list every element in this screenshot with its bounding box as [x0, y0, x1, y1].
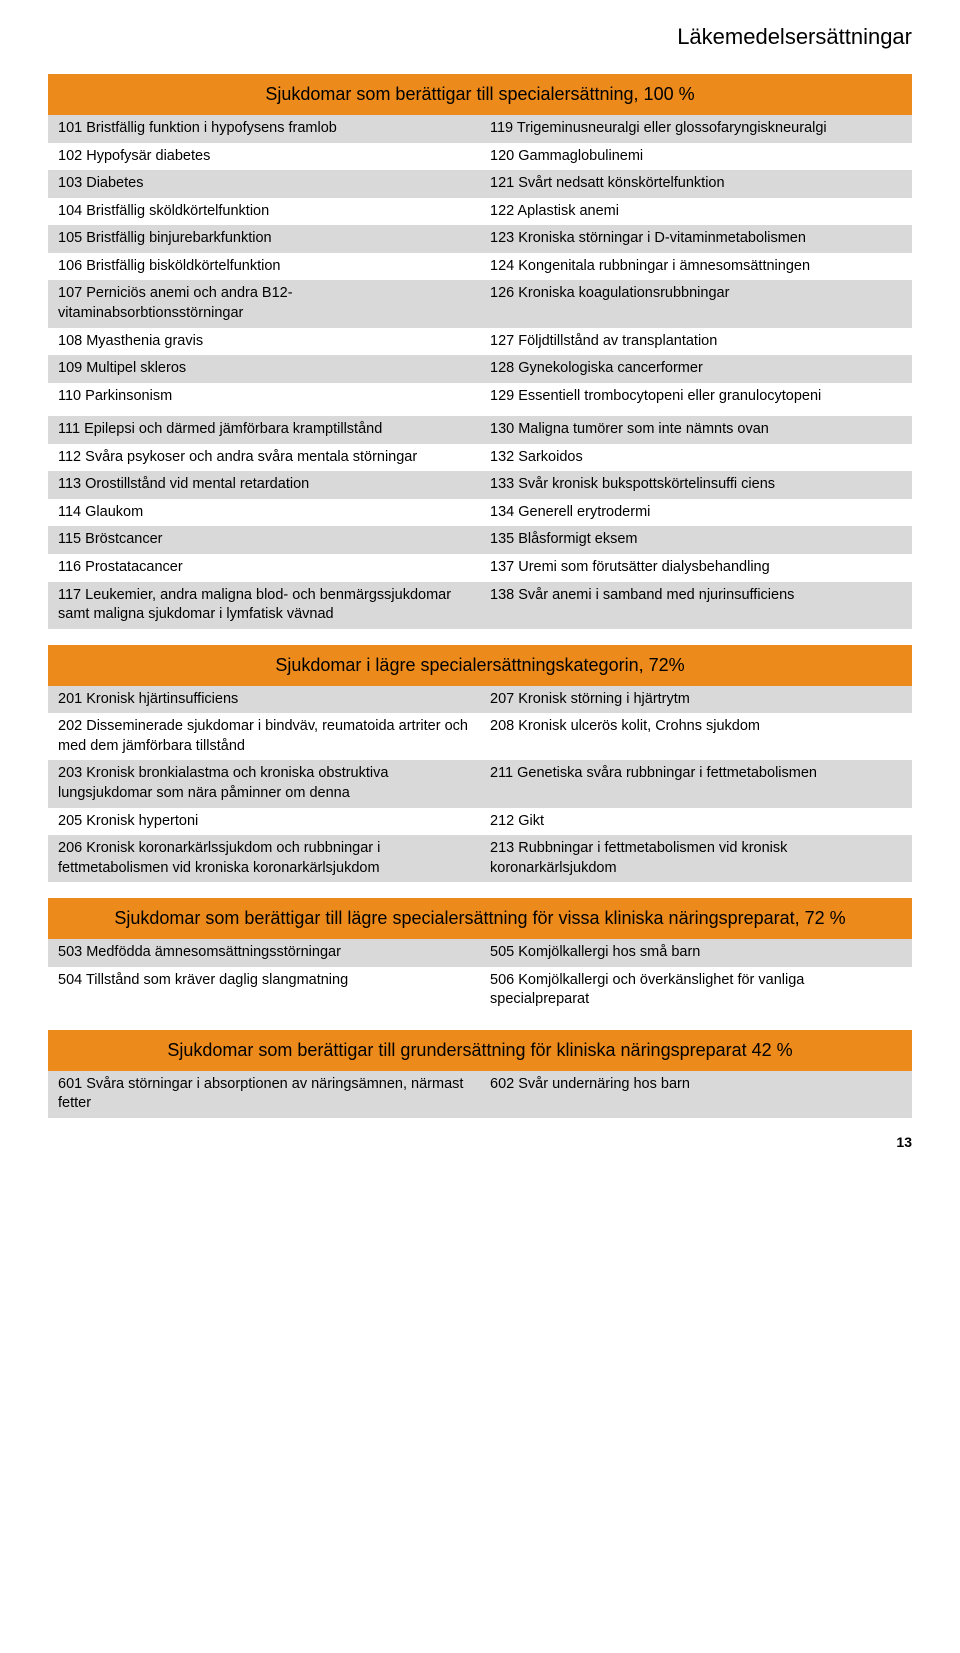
cell: 506 Komjölkallergi och överkänslighet fö…	[480, 967, 912, 1014]
cell: 121 Svårt nedsatt könskörtelfunktion	[480, 170, 912, 198]
cell: 505 Komjölkallergi hos små barn	[480, 939, 912, 967]
cell: 206 Kronisk koronarkärlssjukdom och rubb…	[48, 835, 480, 882]
cell: 124 Kongenitala rubbningar i ämnesomsätt…	[480, 253, 912, 281]
cell: 105 Bristfällig binjurebarkfunktion	[48, 225, 480, 253]
cell: 213 Rubbningar i fettmetabolismen vid kr…	[480, 835, 912, 882]
cell: 104 Bristfällig sköldkörtelfunktion	[48, 198, 480, 226]
cell: 134 Generell erytrodermi	[480, 499, 912, 527]
cell: 116 Prostatacancer	[48, 554, 480, 582]
table-special-72: Sjukdomar i lägre specialersättningskate…	[48, 645, 912, 883]
cell: 102 Hypofysär diabetes	[48, 143, 480, 171]
cell: 202 Disseminerade sjukdomar i bindväv, r…	[48, 713, 480, 760]
cell: 110 Parkinsonism	[48, 383, 480, 411]
cell: 119 Trigeminusneuralgi eller glossofaryn…	[480, 115, 912, 143]
cell: 208 Kronisk ulcerös kolit, Crohns sjukdo…	[480, 713, 912, 760]
cell: 212 Gikt	[480, 808, 912, 836]
cell: 127 Följdtillstånd av transplantation	[480, 328, 912, 356]
cell: 203 Kronisk bronkialastma och kroniska o…	[48, 760, 480, 807]
cell: 117 Leukemier, andra maligna blod- och b…	[48, 582, 480, 629]
cell: 120 Gammaglobulinemi	[480, 143, 912, 171]
cell: 126 Kroniska koagulationsrubbningar	[480, 280, 912, 327]
cell: 602 Svår undernäring hos barn	[480, 1071, 912, 1118]
table-clinical-nutrition-72: Sjukdomar som berättigar till lägre spec…	[48, 898, 912, 1014]
cell: 101 Bristfällig funktion i hypofysens fr…	[48, 115, 480, 143]
cell: 114 Glaukom	[48, 499, 480, 527]
cell: 115 Bröstcancer	[48, 526, 480, 554]
cell: 109 Multipel skleros	[48, 355, 480, 383]
cell: 112 Svåra psykoser och andra svåra menta…	[48, 444, 480, 472]
cell: 130 Maligna tumörer som inte nämnts ovan	[480, 416, 912, 444]
cell: 129 Essentiell trombocytopeni eller gran…	[480, 383, 912, 411]
cell: 132 Sarkoidos	[480, 444, 912, 472]
cell: 133 Svår kronisk bukspottskörtelinsuffi …	[480, 471, 912, 499]
table-title: Sjukdomar som berättigar till lägre spec…	[48, 898, 912, 939]
table-clinical-nutrition-42: Sjukdomar som berättigar till grundersät…	[48, 1030, 912, 1118]
cell: 111 Epilepsi och därmed jämförbara kramp…	[48, 416, 480, 444]
cell: 123 Kroniska störningar i D-vitaminmetab…	[480, 225, 912, 253]
page-number: 13	[48, 1134, 912, 1150]
cell: 201 Kronisk hjärtinsufficiens	[48, 686, 480, 714]
cell: 504 Tillstånd som kräver daglig slangmat…	[48, 967, 480, 1014]
table-special-100: Sjukdomar som berättigar till specialers…	[48, 74, 912, 629]
cell: 128 Gynekologiska cancerformer	[480, 355, 912, 383]
cell: 107 Perniciös anemi och andra B12-vitami…	[48, 280, 480, 327]
cell: 207 Kronisk störning i hjärtrytm	[480, 686, 912, 714]
cell: 601 Svåra störningar i absorptionen av n…	[48, 1071, 480, 1118]
cell: 122 Aplastisk anemi	[480, 198, 912, 226]
cell: 137 Uremi som förutsätter dialysbehandli…	[480, 554, 912, 582]
table-title: Sjukdomar som berättigar till grundersät…	[48, 1030, 912, 1071]
cell: 113 Orostillstånd vid mental retardation	[48, 471, 480, 499]
table-title: Sjukdomar som berättigar till specialers…	[48, 74, 912, 115]
cell: 135 Blåsformigt eksem	[480, 526, 912, 554]
cell: 211 Genetiska svåra rubbningar i fettmet…	[480, 760, 912, 807]
table-title: Sjukdomar i lägre specialersättningskate…	[48, 645, 912, 686]
page-section-header: Läkemedelsersättningar	[48, 24, 912, 50]
cell: 108 Myasthenia gravis	[48, 328, 480, 356]
cell: 205 Kronisk hypertoni	[48, 808, 480, 836]
cell: 106 Bristfällig bisköldkörtelfunktion	[48, 253, 480, 281]
cell: 138 Svår anemi i samband med njurinsuffi…	[480, 582, 912, 629]
cell: 103 Diabetes	[48, 170, 480, 198]
cell: 503 Medfödda ämnesomsättningsstörningar	[48, 939, 480, 967]
